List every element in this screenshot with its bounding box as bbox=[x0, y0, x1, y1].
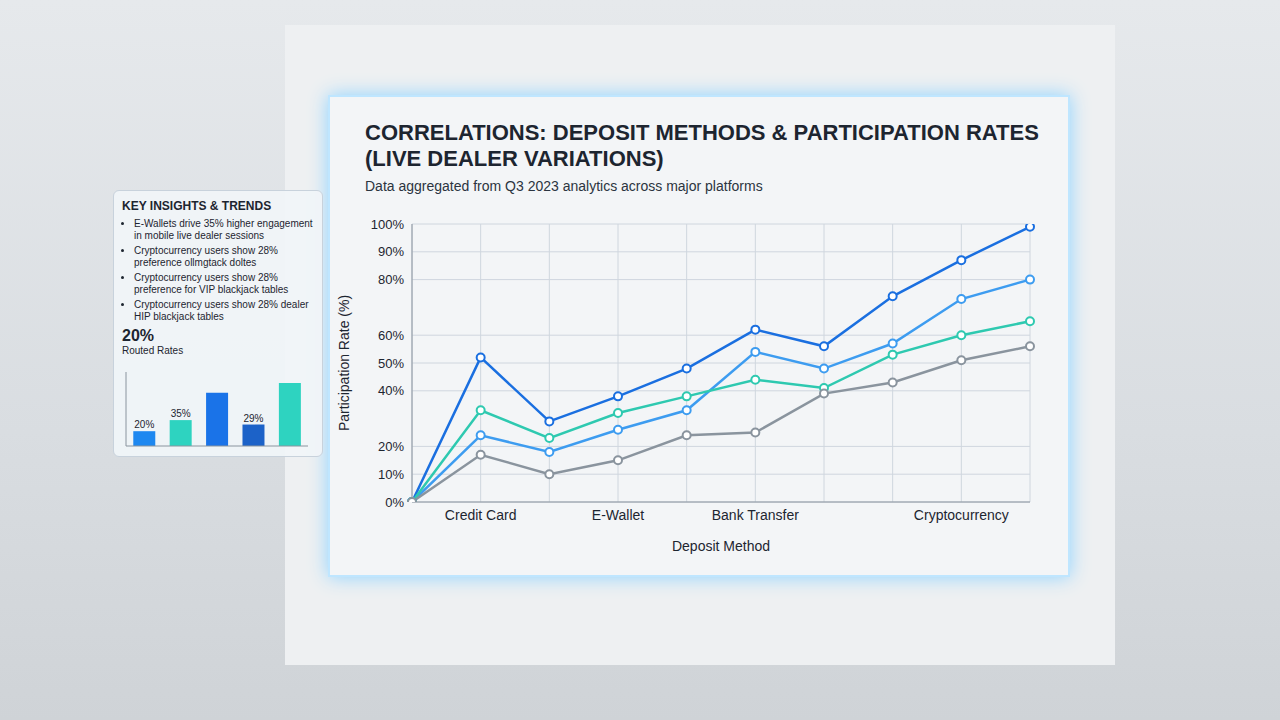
svg-text:0%: 0% bbox=[385, 495, 404, 510]
svg-text:Cryptocurrency: Cryptocurrency bbox=[914, 507, 1009, 523]
html-text:Cryptocurrency users show 28%: Cryptocurrency users show 28% dealer HIP… bbox=[134, 299, 309, 322]
svg-text:40%: 40% bbox=[378, 383, 404, 398]
svg-text:20%: 20% bbox=[378, 439, 404, 454]
html-text:Data aggregated from Q3 2023 a: Data aggregated from Q3 2023 analytics a… bbox=[365, 178, 763, 194]
html-text:Cryptocurrency users show 28%: Cryptocurrency users show 28% preference… bbox=[134, 272, 289, 295]
svg-text:Credit Card: Credit Card bbox=[445, 507, 517, 523]
html-text:Routed Rates: Routed Rates bbox=[122, 345, 184, 356]
html-text:KEY INSIGHTS & TRENDS: KEY INSIGHTS & TRENDS bbox=[122, 199, 272, 213]
svg-text:E-Wallet: E-Wallet bbox=[592, 507, 644, 523]
svg-text:20%: 20% bbox=[134, 419, 154, 430]
svg-text:Participation Rate (%): Participation Rate (%) bbox=[336, 295, 352, 431]
svg-text:90%: 90% bbox=[378, 244, 404, 259]
svg-text:Bank Transfer: Bank Transfer bbox=[712, 507, 799, 523]
html-text:E-Wallets drive 35% higher eng: E-Wallets drive 35% higher engagement in… bbox=[134, 218, 313, 241]
svg-text:35%: 35% bbox=[171, 408, 191, 419]
svg-text:60%: 60% bbox=[378, 328, 404, 343]
svg-text:10%: 10% bbox=[378, 467, 404, 482]
html-text:20%: 20% bbox=[122, 327, 154, 344]
svg-text:100%: 100% bbox=[371, 217, 405, 232]
svg-text:Deposit Method: Deposit Method bbox=[672, 538, 770, 554]
svg-text:50%: 50% bbox=[378, 356, 404, 371]
html-text:CORRELATIONS: DEPOSIT METHODS: CORRELATIONS: DEPOSIT METHODS & PARTICIP… bbox=[365, 120, 1039, 171]
svg-text:80%: 80% bbox=[378, 272, 404, 287]
svg-text:29%: 29% bbox=[243, 413, 263, 424]
html-text:Cryptocurrency users show 28%: Cryptocurrency users show 28% preference… bbox=[134, 245, 278, 268]
